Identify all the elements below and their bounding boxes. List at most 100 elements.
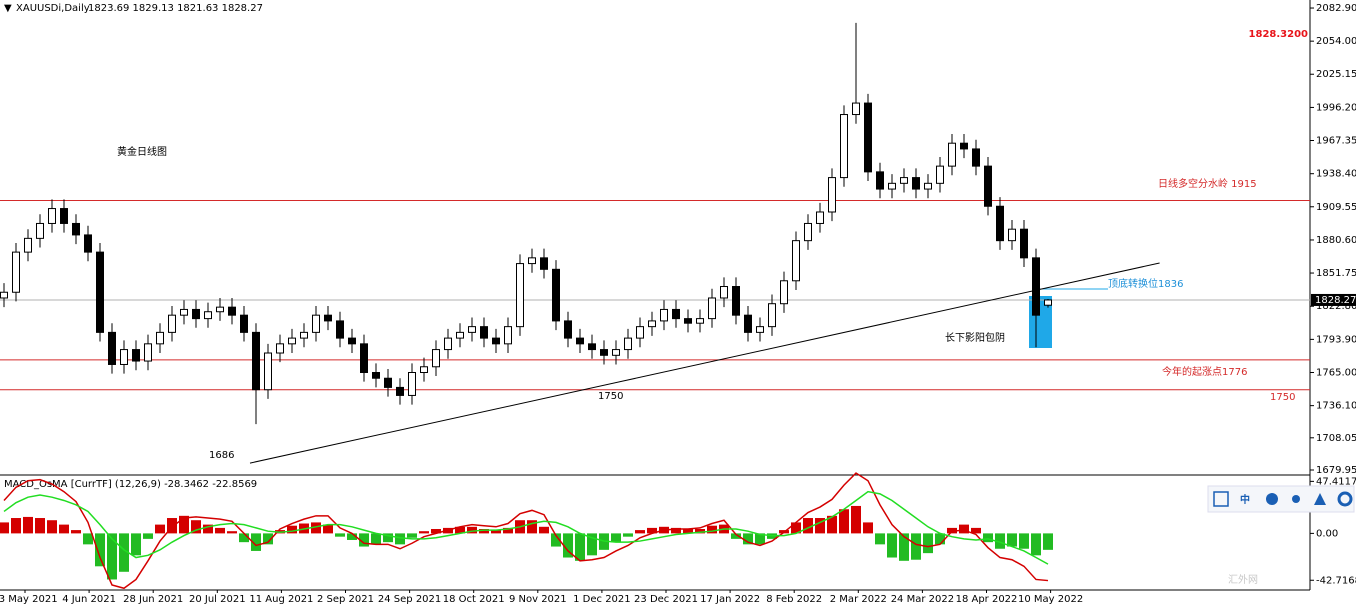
candle-body bbox=[948, 142, 956, 167]
histogram-bar bbox=[251, 533, 261, 551]
toolbar-icon[interactable] bbox=[1314, 493, 1326, 505]
histogram-bar bbox=[791, 522, 801, 534]
histogram-bar bbox=[563, 533, 573, 558]
histogram-bar bbox=[527, 520, 537, 534]
x-tick-label: 4 Jun 2021 bbox=[62, 594, 116, 605]
candle-body bbox=[396, 386, 404, 396]
hline-label: 日线多空分水岭 1915 bbox=[1158, 177, 1257, 190]
candle-body bbox=[60, 208, 68, 224]
y-tick-label: 2082.90 bbox=[1316, 3, 1356, 14]
histogram-bar bbox=[551, 533, 561, 547]
menu-arrow[interactable]: ▼ bbox=[4, 3, 12, 14]
watermark: 汇外网 bbox=[1228, 573, 1258, 586]
candle-body bbox=[204, 311, 212, 320]
candle-body bbox=[156, 331, 164, 345]
x-tick-label: 17 Jan 2022 bbox=[700, 594, 760, 605]
candle-body bbox=[132, 349, 140, 362]
candle-body bbox=[468, 326, 476, 333]
hline-label: 1750 bbox=[1270, 392, 1295, 403]
candle-body bbox=[828, 177, 836, 213]
toolbar-lang[interactable]: 中 bbox=[1240, 493, 1250, 506]
histogram-bar bbox=[143, 533, 153, 539]
candle-body bbox=[552, 268, 560, 322]
candle-body bbox=[756, 326, 764, 333]
candle-body bbox=[492, 337, 500, 345]
toolbar-icon[interactable] bbox=[1292, 495, 1300, 503]
y-tick-label: 1851.75 bbox=[1316, 268, 1356, 279]
candle-body bbox=[780, 280, 788, 305]
y-tick-label: 1765.00 bbox=[1316, 368, 1356, 379]
candle-body bbox=[840, 114, 848, 179]
candle-body bbox=[324, 314, 332, 322]
candle-body bbox=[684, 318, 692, 324]
histogram-bar bbox=[587, 533, 597, 556]
histogram-bar bbox=[239, 533, 249, 543]
toolbar-icon[interactable] bbox=[1337, 491, 1353, 507]
histogram-bar bbox=[359, 533, 369, 547]
y-tick-label: 1679.95 bbox=[1316, 465, 1356, 476]
candle-body bbox=[924, 182, 932, 190]
candle-body bbox=[792, 240, 800, 282]
histogram-bar bbox=[215, 527, 225, 534]
histogram-bar bbox=[71, 530, 81, 534]
y-tick-label: 1909.55 bbox=[1316, 202, 1356, 213]
histogram-bar bbox=[887, 533, 897, 558]
candle-body bbox=[96, 251, 104, 333]
candle-body bbox=[912, 177, 920, 190]
candle-body bbox=[252, 331, 260, 391]
candle-body bbox=[180, 308, 188, 316]
candle-body bbox=[960, 142, 968, 150]
x-tick-label: 18 Apr 2022 bbox=[956, 594, 1018, 605]
x-tick-label: 18 Oct 2021 bbox=[443, 594, 505, 605]
candle-body bbox=[48, 208, 56, 224]
histogram-bar bbox=[191, 520, 201, 534]
x-tick-label: 11 Aug 2021 bbox=[249, 594, 313, 605]
candle-body bbox=[852, 102, 860, 116]
indicator-label: MACD_OsMA [CurrTF] (12,26,9) -28.3462 -2… bbox=[4, 479, 257, 490]
annotation: 1750 bbox=[598, 391, 623, 402]
candle-body bbox=[996, 205, 1004, 242]
y-tick-label: 1793.90 bbox=[1316, 334, 1356, 345]
symbol: XAUUSDi,Daily bbox=[16, 3, 90, 14]
candle-body bbox=[84, 234, 92, 253]
histogram-bar bbox=[467, 526, 477, 534]
histogram-bar bbox=[647, 527, 657, 534]
candle-body bbox=[264, 352, 272, 391]
candle-body bbox=[228, 306, 236, 316]
x-tick-label: 13 May 2021 bbox=[0, 594, 58, 605]
histogram-bar bbox=[47, 520, 57, 534]
histogram-bar bbox=[323, 524, 333, 534]
candle-body bbox=[768, 303, 776, 328]
histogram-bar bbox=[23, 516, 33, 534]
histogram-bar bbox=[35, 518, 45, 534]
candle-body bbox=[1032, 257, 1040, 316]
candle-body bbox=[588, 343, 596, 351]
toolbar-icon[interactable] bbox=[1266, 493, 1278, 505]
candle-body bbox=[672, 308, 680, 320]
histogram-bar bbox=[815, 518, 825, 534]
histogram-bar bbox=[203, 524, 213, 534]
annotation: 长下影阳包阴 bbox=[945, 331, 1005, 344]
candle-body bbox=[744, 314, 752, 333]
histogram-bar bbox=[347, 533, 357, 540]
y-tick-label: 1996.20 bbox=[1316, 102, 1356, 113]
candle-body bbox=[612, 349, 620, 356]
candle-body bbox=[516, 263, 524, 328]
histogram-bar bbox=[131, 533, 141, 556]
histogram-bar bbox=[575, 533, 585, 561]
histogram-bar bbox=[971, 527, 981, 534]
toolbar-icon[interactable] bbox=[1213, 491, 1229, 507]
annotation: 1686 bbox=[209, 450, 234, 461]
histogram-bar bbox=[431, 528, 441, 534]
y-tick-label: 1736.10 bbox=[1316, 401, 1356, 412]
candle-body bbox=[624, 337, 632, 351]
y-tick-label: 1880.60 bbox=[1316, 235, 1356, 246]
candle-body bbox=[456, 331, 464, 339]
y-tick-label: -42.7168 bbox=[1316, 575, 1356, 586]
histogram-bar bbox=[395, 533, 405, 545]
histogram-bar bbox=[59, 524, 69, 534]
histogram-bar bbox=[11, 518, 21, 534]
candle-body bbox=[876, 171, 884, 190]
histogram-bar bbox=[635, 530, 645, 534]
indicator-line bbox=[3, 490, 1049, 565]
